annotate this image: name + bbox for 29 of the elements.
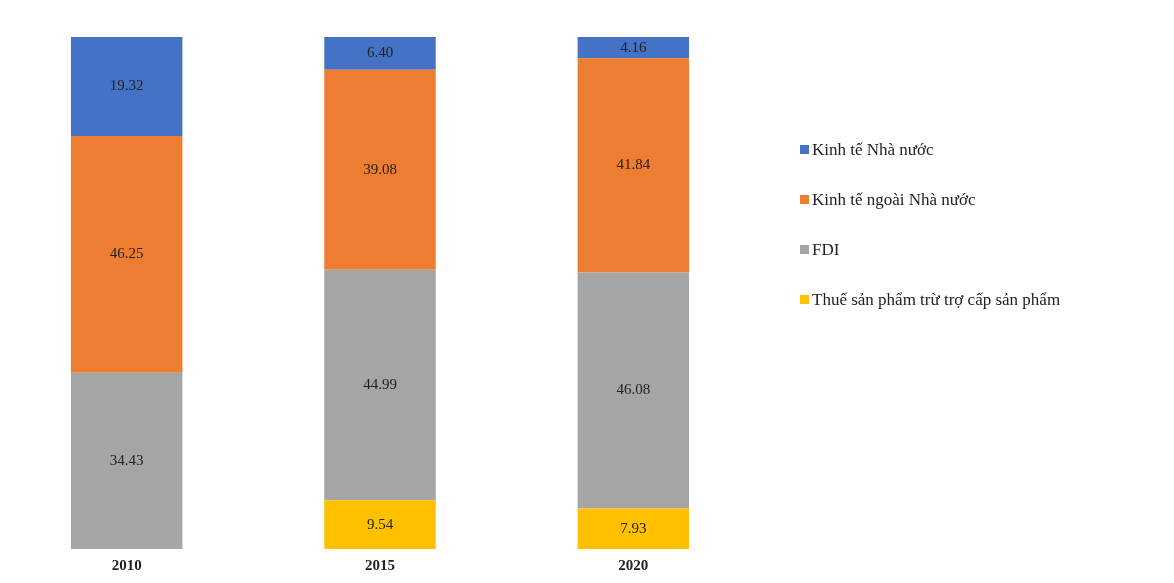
legend-label: Kinh tế Nhà nước xyxy=(812,140,934,160)
legend-label: Kinh tế ngoài Nhà nước xyxy=(812,190,976,210)
data-label: 39.08 xyxy=(363,160,397,177)
legend-label: FDI xyxy=(812,240,840,260)
bar xyxy=(70,135,183,373)
bar xyxy=(324,500,436,549)
bar xyxy=(577,508,690,549)
data-label: 46.08 xyxy=(616,381,651,398)
data-label: 34.43 xyxy=(109,451,144,468)
bar xyxy=(324,69,436,270)
legend-label: Thuế sản phẩm trừ trợ cấp sản phẩm xyxy=(812,290,1061,310)
data-label: 7.93 xyxy=(620,519,647,536)
bar xyxy=(577,37,690,59)
data-label: 46.25 xyxy=(109,245,144,262)
x-tick-label: 2020 xyxy=(618,556,649,573)
bar xyxy=(70,372,183,549)
data-label: 9.54 xyxy=(366,515,394,532)
bar xyxy=(324,269,436,501)
data-label: 4.16 xyxy=(620,38,647,55)
bar xyxy=(577,58,690,273)
data-label: 6.40 xyxy=(366,44,394,61)
bar xyxy=(577,272,690,509)
data-label: 41.84 xyxy=(616,156,651,173)
data-label: 19.32 xyxy=(109,77,144,94)
x-tick-label: 2010 xyxy=(111,556,142,573)
data-label: 44.99 xyxy=(363,375,397,392)
x-tick-label: 2015 xyxy=(365,556,395,573)
bar xyxy=(324,37,436,70)
bar xyxy=(70,37,183,136)
